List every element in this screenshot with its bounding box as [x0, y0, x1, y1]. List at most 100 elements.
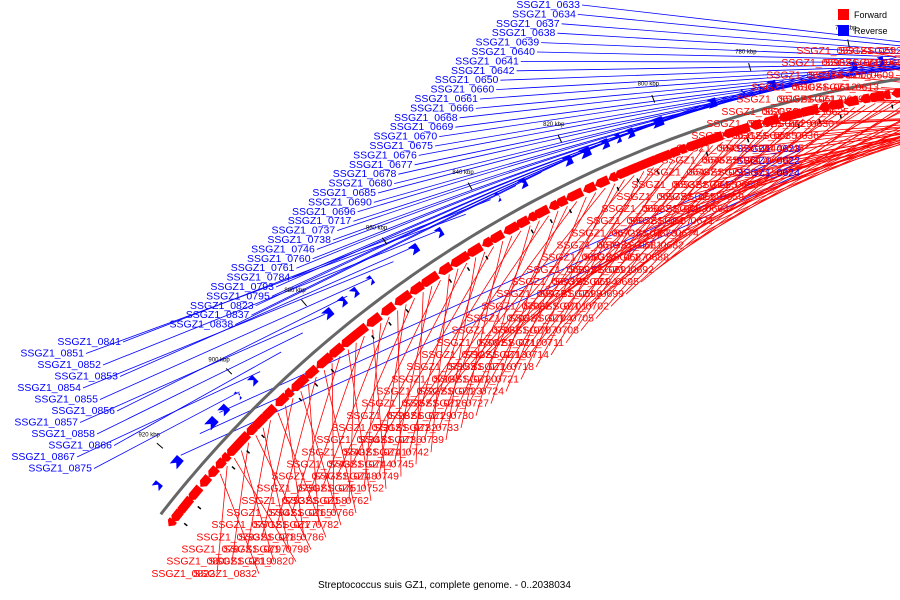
- gene-label-reverse[interactable]: SSGZ1_0761: [231, 262, 295, 274]
- gene-label-forward[interactable]: SSGZ1_0726: [403, 398, 467, 410]
- gene-label-forward[interactable]: SSGZ1_0762: [305, 495, 369, 507]
- gene-label-forward[interactable]: SSGZ1_0688: [605, 252, 669, 264]
- gene-label-forward[interactable]: SSGZ1_0591: [796, 45, 860, 57]
- gene-label-forward[interactable]: SSGZ1_0707: [493, 325, 557, 337]
- gene-label-reverse[interactable]: SSGZ1_0837: [186, 309, 250, 321]
- gene-label-forward[interactable]: SSGZ1_0709: [436, 337, 500, 349]
- gene-label-forward[interactable]: SSGZ1_0665: [586, 215, 650, 227]
- gene-label-forward[interactable]: SSGZ1_0715: [406, 361, 470, 373]
- gene-label-forward[interactable]: SSGZ1_0658: [658, 191, 722, 203]
- gene-label-reverse[interactable]: SSGZ1_0669: [390, 121, 454, 133]
- gene-label-forward[interactable]: SSGZ1_0711: [501, 337, 564, 349]
- gene-label-forward[interactable]: SSGZ1_0630: [770, 118, 834, 130]
- gene-label-forward[interactable]: SSGZ1_0613: [815, 81, 879, 93]
- gene-label-forward[interactable]: SSGZ1_0603: [766, 69, 830, 81]
- gene-label-forward[interactable]: SSGZ1_0673: [613, 227, 677, 239]
- gene-label-forward[interactable]: SSGZ1_0713: [463, 349, 527, 361]
- gene-label-forward[interactable]: SSGZ1_0651: [688, 167, 752, 179]
- gene-label-forward[interactable]: SSGZ1_0753: [241, 495, 305, 507]
- gene-label-forward[interactable]: SSGZ1_0747: [271, 471, 335, 483]
- gene-label-forward[interactable]: SSGZ1_0731: [331, 422, 395, 434]
- gene-label-forward[interactable]: SSGZ1_0687: [583, 252, 647, 264]
- gene-label-reverse[interactable]: SSGZ1_0660: [431, 84, 495, 96]
- gene-label-forward[interactable]: SSGZ1_0703: [466, 313, 530, 325]
- gene-label-forward[interactable]: SSGZ1_0710: [478, 337, 542, 349]
- gene-label-forward[interactable]: SSGZ1_0819: [208, 556, 272, 568]
- gene-label-reverse[interactable]: SSGZ1_0623: [736, 143, 800, 155]
- gene-label-forward[interactable]: SSGZ1_0683: [541, 252, 605, 264]
- gene-label-forward[interactable]: SSGZ1_0719: [391, 373, 455, 385]
- gene-label-forward[interactable]: SSGZ1_0740: [301, 446, 365, 458]
- gene-label-reverse[interactable]: SSGZ1_0696: [292, 206, 356, 218]
- gene-label-reverse[interactable]: SSGZ1_0666: [410, 102, 474, 114]
- gene-label-forward[interactable]: SSGZ1_0620: [721, 106, 785, 118]
- gene-label-forward[interactable]: SSGZ1_0627: [706, 118, 770, 130]
- gene-label-forward[interactable]: SSGZ1_0734: [316, 434, 380, 446]
- gene-label-reverse[interactable]: SSGZ1_0624: [736, 167, 800, 179]
- gene-label-reverse[interactable]: SSGZ1_0852: [37, 359, 101, 371]
- gene-label-forward[interactable]: SSGZ1_0748: [313, 471, 377, 483]
- gene-label-reverse[interactable]: SSGZ1_0678: [333, 168, 397, 180]
- gene-label-reverse[interactable]: SSGZ1_0738: [267, 234, 331, 246]
- gene-label-reverse[interactable]: SSGZ1_0633: [516, 0, 580, 11]
- gene-label-reverse[interactable]: SSGZ1_0737: [272, 225, 336, 237]
- gene-label-forward[interactable]: SSGZ1_0712: [421, 349, 485, 361]
- gene-label-forward[interactable]: SSGZ1_0664: [665, 203, 729, 215]
- gene-label-forward[interactable]: SSGZ1_0629: [748, 118, 812, 130]
- gene-label-reverse[interactable]: SSGZ1_0838: [170, 319, 234, 331]
- gene-label-forward[interactable]: SSGZ1_0646: [661, 154, 725, 166]
- gene-label-forward[interactable]: SSGZ1_0727: [425, 398, 489, 410]
- gene-label-forward[interactable]: SSGZ1_0609: [830, 69, 894, 81]
- gene-label-reverse[interactable]: SSGZ1_0675: [369, 140, 433, 152]
- gene-label-forward[interactable]: SSGZ1_0635: [733, 130, 797, 142]
- gene-label-forward[interactable]: SSGZ1_0822: [151, 568, 215, 580]
- gene-label-forward[interactable]: SSGZ1_0708: [515, 325, 579, 337]
- gene-label-reverse[interactable]: SSGZ1_0717: [288, 215, 352, 227]
- gene-label-forward[interactable]: SSGZ1_0736: [358, 434, 422, 446]
- gene-label-forward[interactable]: SSGZ1_0723: [418, 385, 482, 397]
- gene-label-forward[interactable]: SSGZ1_0645: [740, 142, 804, 154]
- gene-label-forward[interactable]: SSGZ1_0749: [335, 471, 399, 483]
- gene-label-forward[interactable]: SSGZ1_0701: [523, 300, 587, 312]
- gene-label-forward[interactable]: SSGZ1_0612: [793, 81, 857, 93]
- gene-label-reverse[interactable]: SSGZ1_0858: [31, 428, 95, 440]
- gene-label-forward[interactable]: SSGZ1_0766: [290, 507, 354, 519]
- gene-label-forward[interactable]: SSGZ1_0625: [785, 106, 849, 118]
- gene-label-reverse[interactable]: SSGZ1_0668: [394, 112, 458, 124]
- gene-label-forward[interactable]: SSGZ1_0730: [410, 410, 474, 422]
- gene-label-reverse[interactable]: SSGZ1_0690: [308, 196, 372, 208]
- gene-label-forward[interactable]: SSGZ1_0733: [395, 422, 459, 434]
- gene-label-forward[interactable]: SSGZ1_0751: [298, 483, 362, 495]
- gene-label-reverse[interactable]: SSGZ1_0856: [51, 405, 115, 417]
- gene-label-forward[interactable]: SSGZ1_0721: [455, 373, 519, 385]
- gene-label-forward[interactable]: SSGZ1_0648: [725, 154, 789, 166]
- gene-label-forward[interactable]: SSGZ1_0697: [496, 288, 560, 300]
- gene-label-forward[interactable]: SSGZ1_0745: [350, 458, 414, 470]
- gene-label-forward[interactable]: SSGZ1_0742: [365, 446, 429, 458]
- gene-label-reverse[interactable]: SSGZ1_0854: [17, 382, 81, 394]
- gene-label-forward[interactable]: SSGZ1_0667: [628, 215, 692, 227]
- gene-label-forward[interactable]: SSGZ1_0782: [275, 519, 339, 531]
- gene-label-reverse[interactable]: SSGZ1_0867: [11, 451, 75, 463]
- gene-label-reverse[interactable]: SSGZ1_0685: [312, 187, 376, 199]
- gene-label-forward[interactable]: SSGZ1_0797: [223, 544, 287, 556]
- gene-label-forward[interactable]: SSGZ1_0693: [511, 276, 575, 288]
- gene-label-reverse[interactable]: SSGZ1_0642: [451, 65, 515, 77]
- gene-label-reverse[interactable]: SSGZ1_0841: [57, 336, 121, 348]
- gene-label-forward[interactable]: SSGZ1_0706: [451, 325, 515, 337]
- gene-label-forward[interactable]: SSGZ1_0621: [763, 106, 827, 118]
- gene-label-forward[interactable]: SSGZ1_0752: [320, 483, 384, 495]
- gene-label-forward[interactable]: SSGZ1_0739: [380, 434, 444, 446]
- gene-label-forward[interactable]: SSGZ1_0652: [710, 167, 774, 179]
- gene-label-reverse[interactable]: SSGZ1_0680: [329, 178, 393, 190]
- gene-label-reverse[interactable]: SSGZ1_0857: [14, 417, 78, 429]
- gene-label-forward[interactable]: SSGZ1_0786: [260, 531, 324, 543]
- gene-label-forward[interactable]: SSGZ1_0758: [283, 495, 347, 507]
- gene-label-forward[interactable]: SSGZ1_0729: [388, 410, 452, 422]
- gene-label-forward[interactable]: SSGZ1_0820: [230, 556, 294, 568]
- gene-label-forward[interactable]: SSGZ1_0777: [253, 519, 317, 531]
- gene-label-forward[interactable]: SSGZ1_0699: [560, 288, 624, 300]
- gene-label-forward[interactable]: SSGZ1_0695: [575, 276, 639, 288]
- gene-label-reverse[interactable]: SSGZ1_0676: [353, 149, 417, 161]
- gene-label-forward[interactable]: SSGZ1_0720: [433, 373, 497, 385]
